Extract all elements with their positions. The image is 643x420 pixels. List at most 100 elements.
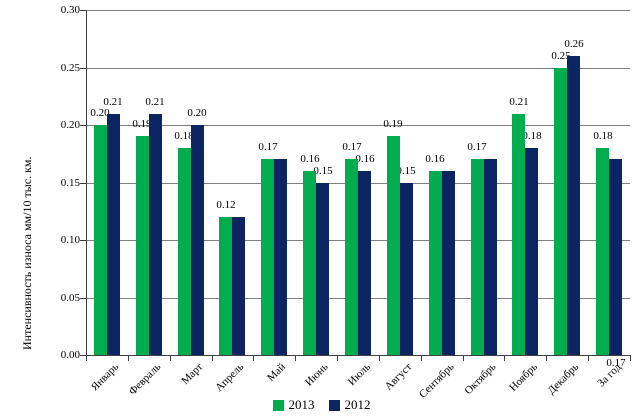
bar-2013-13 (596, 148, 609, 355)
x-axis-label: Июль (345, 361, 373, 389)
y-tickmark (80, 68, 86, 69)
data-label: 0.12 (216, 199, 236, 211)
x-tickmark (379, 355, 380, 361)
bar-2013-8 (387, 136, 400, 355)
bar-2012-13 (609, 159, 622, 355)
data-label: 0.17 (606, 357, 626, 369)
data-label: 0.16 (355, 153, 375, 165)
data-label: 0.26 (564, 38, 584, 50)
data-label: 0.16 (300, 153, 320, 165)
bar-2012-9 (442, 171, 455, 355)
y-tickmark (80, 183, 86, 184)
bar-2012-3 (191, 125, 204, 355)
gridline (86, 68, 630, 69)
x-axis-label: Июнь (302, 361, 331, 389)
bar-2013-2 (136, 136, 149, 355)
y-tick-label: 0.15 (60, 177, 80, 189)
bar-2012-11 (525, 148, 538, 355)
x-tickmark (630, 355, 631, 361)
bar-2013-11 (512, 114, 525, 355)
x-tickmark (504, 355, 505, 361)
y-tickmark (80, 240, 86, 241)
x-tickmark (253, 355, 254, 361)
chart-legend: 2013 2012 (0, 396, 643, 414)
data-label: 0.15 (396, 165, 416, 177)
x-axis-label: Май (265, 361, 289, 385)
data-label: 0.21 (509, 96, 529, 108)
x-axis-label: Январь (89, 361, 122, 394)
data-label: 0.21 (145, 96, 165, 108)
legend-swatch-2013 (272, 399, 284, 411)
y-tick-label: 0.05 (60, 292, 80, 304)
data-label: 0.18 (593, 130, 613, 142)
x-axis-label: Март (179, 361, 206, 388)
x-tickmark (421, 355, 422, 361)
data-label: 0.17 (342, 141, 362, 153)
x-tickmark (128, 355, 129, 361)
bar-2013-10 (471, 159, 484, 355)
x-tickmark (588, 355, 589, 361)
legend-item-2013: 2013 (272, 397, 315, 413)
x-tickmark (212, 355, 213, 361)
x-tickmark (463, 355, 464, 361)
legend-item-2012: 2012 (328, 397, 371, 413)
bar-2012-12 (567, 56, 580, 355)
bar-2013-12 (554, 68, 567, 356)
y-tickmark (80, 125, 86, 126)
bar-2013-7 (345, 159, 358, 355)
x-axis-label: Август (382, 361, 415, 393)
bar-2012-10 (484, 159, 497, 355)
legend-label-2013: 2013 (288, 397, 315, 412)
bar-2012-5 (274, 159, 287, 355)
y-axis-line (86, 10, 87, 356)
bar-2012-7 (358, 171, 371, 355)
data-label: 0.19 (132, 118, 152, 130)
x-axis-label: Октябрь (462, 361, 499, 398)
bar-2012-8 (400, 183, 413, 356)
bar-2013-9 (429, 171, 442, 355)
bar-2013-5 (261, 159, 274, 355)
x-axis-label: Ноябрь (506, 361, 540, 394)
bar-2012-4 (232, 217, 245, 355)
data-label: 0.15 (313, 165, 333, 177)
x-tickmark (86, 355, 87, 361)
x-axis-line (86, 355, 631, 356)
data-label: 0.18 (522, 130, 542, 142)
y-tick-label: 0.10 (60, 234, 80, 246)
x-axis-label: Декабрь (545, 361, 582, 397)
y-tick-label: 0.30 (60, 4, 80, 16)
legend-swatch-2012 (328, 399, 340, 411)
y-tick-label: 0.20 (60, 119, 80, 131)
data-label: 0.16 (425, 153, 445, 165)
x-tickmark (337, 355, 338, 361)
gridline (86, 125, 630, 126)
y-tickmark (80, 298, 86, 299)
bar-2012-1 (107, 114, 120, 355)
data-label: 0.18 (174, 130, 194, 142)
data-label: 0.25 (551, 50, 571, 62)
legend-label-2012: 2012 (344, 397, 371, 412)
x-tickmark (295, 355, 296, 361)
data-label: 0.17 (467, 141, 487, 153)
x-axis-label: Апрель (213, 361, 247, 395)
x-tickmark (170, 355, 171, 361)
gridline (86, 10, 630, 11)
y-tickmark (80, 355, 86, 356)
data-label: 0.20 (187, 107, 207, 119)
bar-2013-6 (303, 171, 316, 355)
x-tickmark (546, 355, 547, 361)
bar-2013-1 (94, 125, 107, 355)
data-label: 0.19 (383, 118, 403, 130)
bar-2013-4 (219, 217, 232, 355)
bar-2012-2 (149, 114, 162, 355)
data-label: 0.21 (103, 96, 123, 108)
x-axis-label: Февраль (126, 361, 164, 398)
y-tick-label: 0.00 (60, 349, 80, 361)
y-tick-label: 0.25 (60, 62, 80, 74)
data-label: 0.20 (90, 107, 110, 119)
bar-2012-6 (316, 183, 329, 356)
bar-2013-3 (178, 148, 191, 355)
data-label: 0.17 (258, 141, 278, 153)
